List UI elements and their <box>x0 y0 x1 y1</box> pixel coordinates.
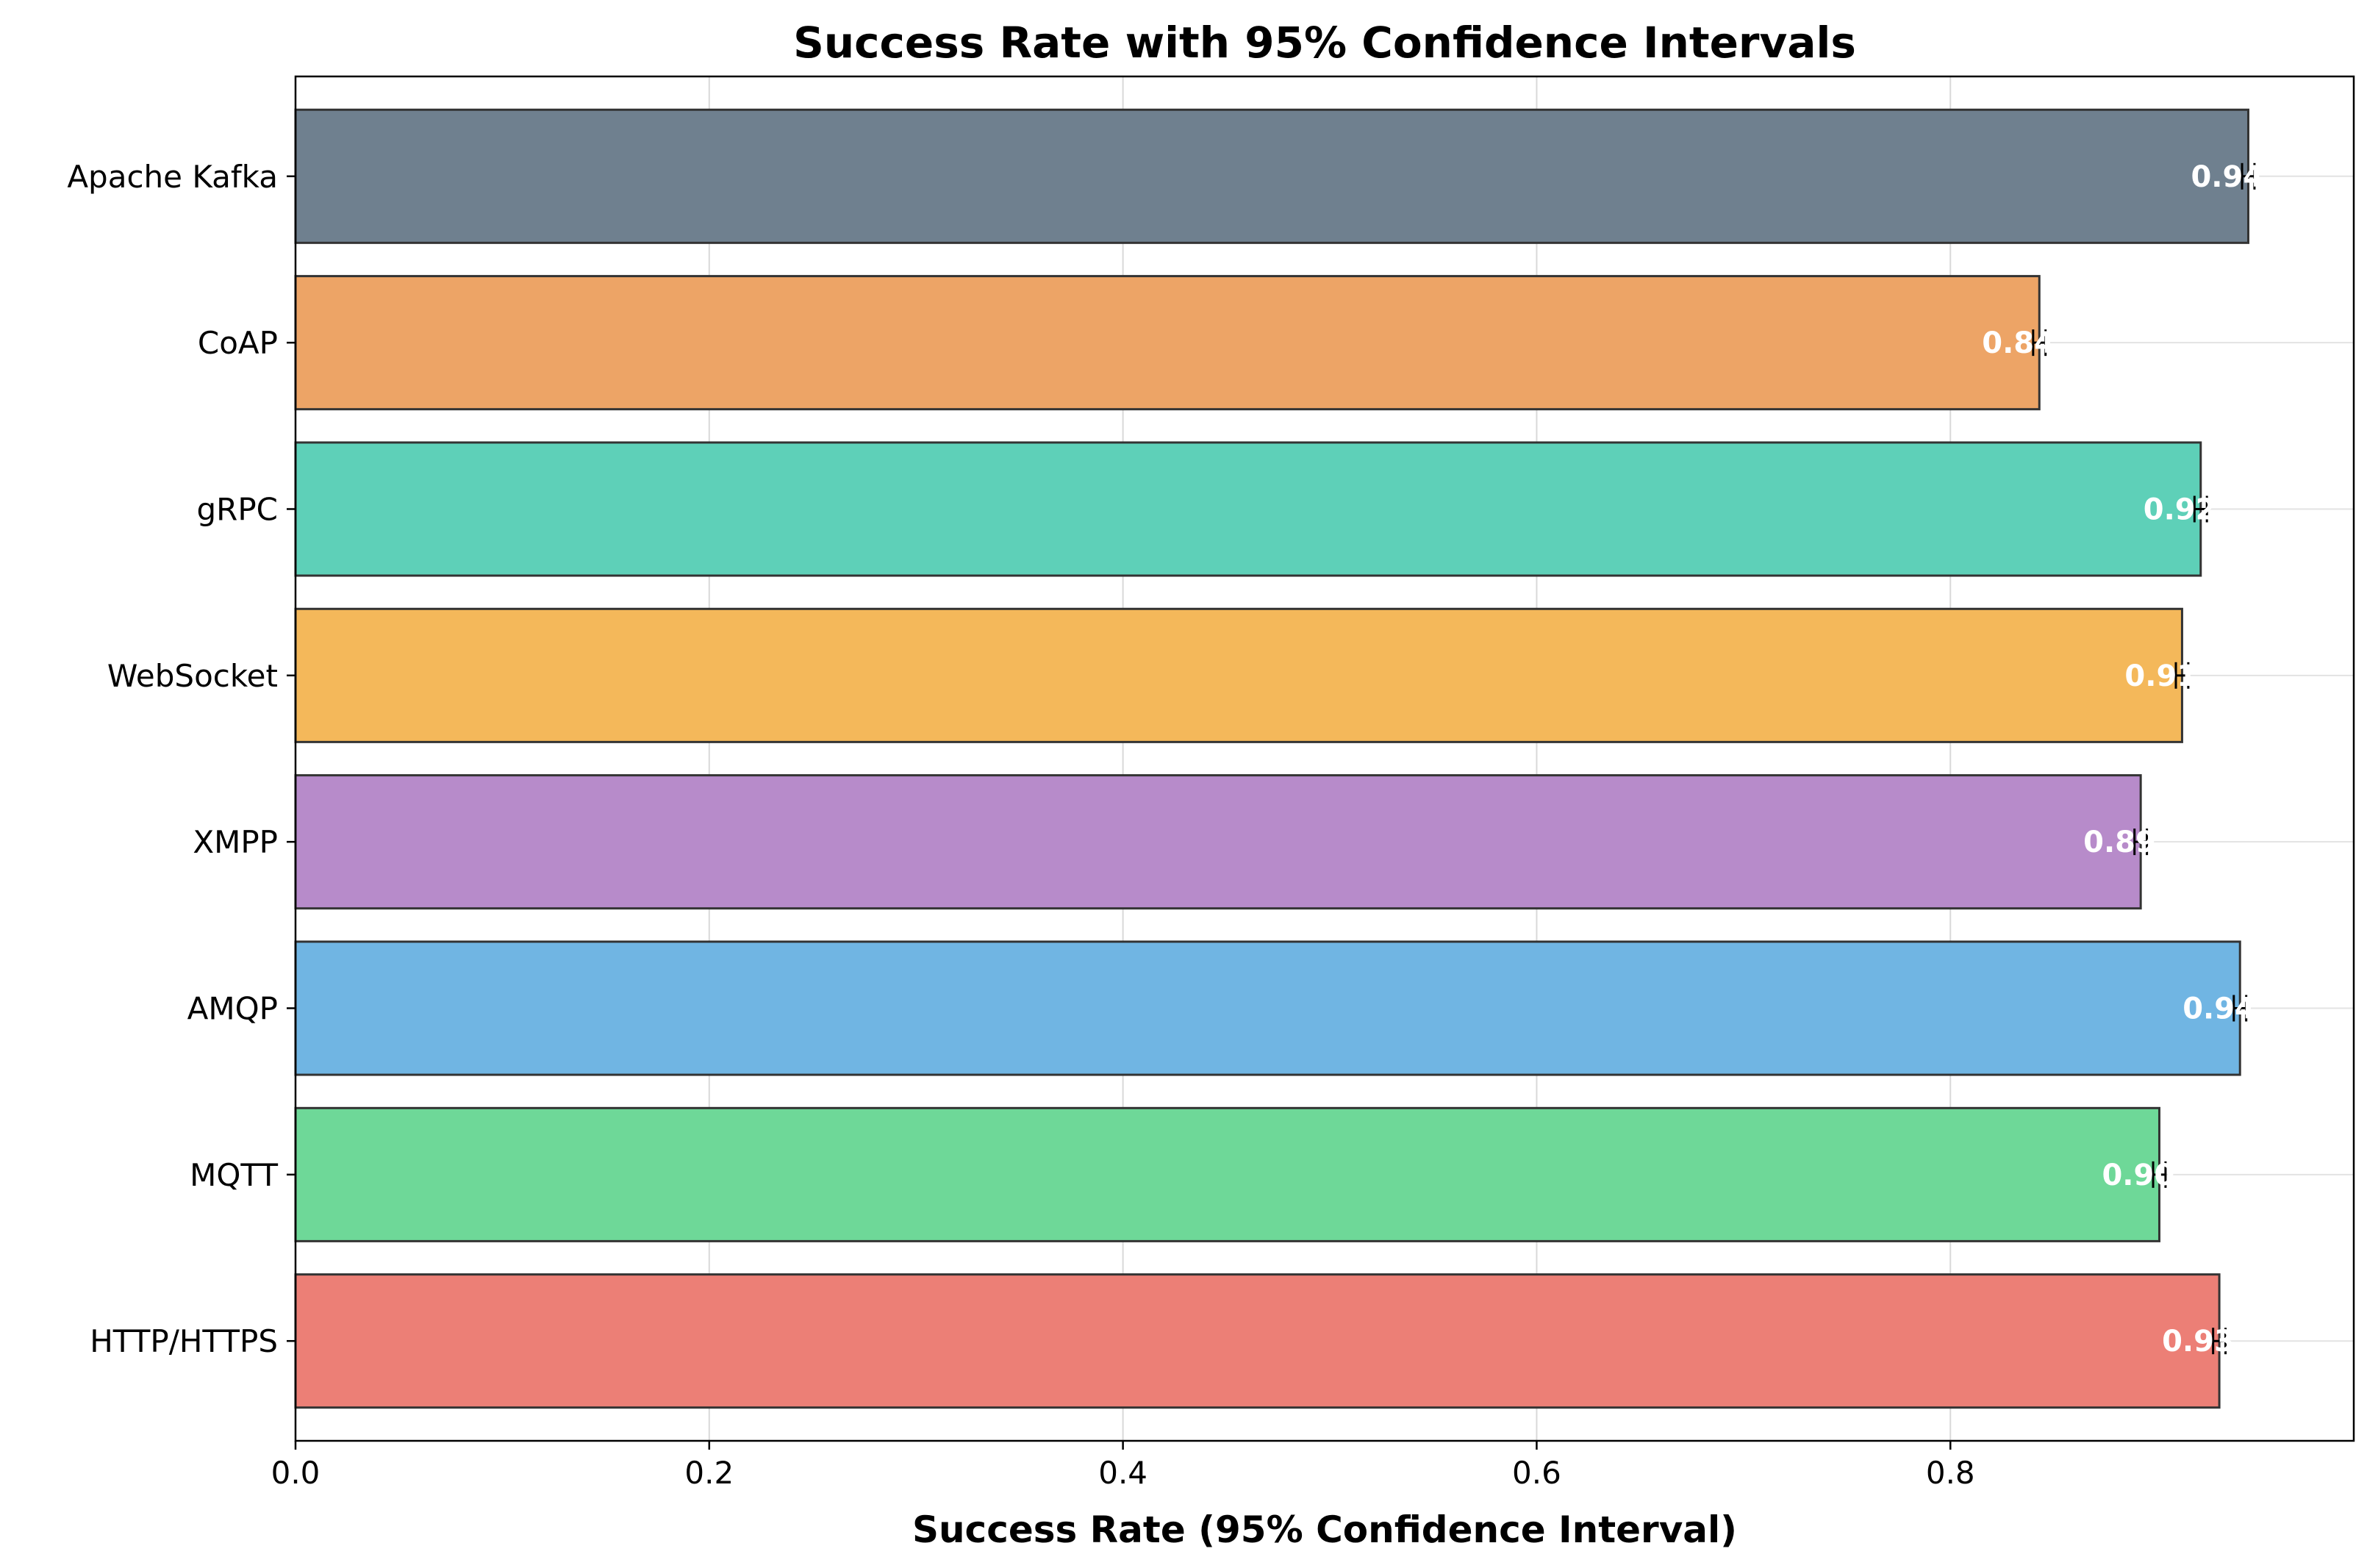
x-tick-label-3: 0.6 <box>1512 1455 1561 1491</box>
data-label-7: 0.94 <box>2191 160 2263 194</box>
x-axis-label: Success Rate (95% Confidence Interval) <box>912 1508 1737 1551</box>
y-tick-label-7: Apache Kafka <box>67 159 278 195</box>
bar-6 <box>294 275 2041 411</box>
x-tick-label-1: 0.2 <box>684 1455 734 1491</box>
bar-4 <box>294 607 2183 743</box>
bar-0 <box>294 1273 2221 1409</box>
x-tick-label-4: 0.8 <box>1926 1455 1975 1491</box>
data-label-1: 0.90 <box>2102 1159 2174 1192</box>
y-tick-label-4: WebSocket <box>107 658 278 694</box>
x-tick-label-0: 0.0 <box>271 1455 321 1491</box>
data-labels: 0.93 0.90 0.94 0.89 0.91 0.92 0.84 0.94 <box>1982 160 2263 1358</box>
x-tick-label-2: 0.4 <box>1098 1455 1147 1491</box>
data-label-2: 0.94 <box>2182 992 2255 1026</box>
bar-7 <box>294 108 2249 244</box>
chart-title: Success Rate with 95% Confidence Interva… <box>793 18 1856 68</box>
y-tick-label-6: CoAP <box>198 325 278 361</box>
error-bars <box>2032 162 2256 1355</box>
y-tick-label-0: HTTP/HTTPS <box>90 1323 278 1359</box>
y-tick-label-1: MQTT <box>190 1157 278 1193</box>
bars <box>294 108 2249 1409</box>
error-bar-5 <box>2193 495 2208 523</box>
error-bar-6 <box>2032 329 2047 357</box>
data-label-3: 0.89 <box>2083 826 2156 859</box>
bar-2 <box>294 940 2241 1076</box>
y-axis-ticks: HTTP/HTTPS MQTT AMQP XMPP WebSocket gRPC CoAP A… <box>67 159 296 1359</box>
error-bar-4 <box>2174 662 2190 689</box>
data-label-4: 0.91 <box>2124 659 2197 693</box>
bar-3 <box>294 774 2142 910</box>
bar-1 <box>294 1106 2160 1242</box>
y-tick-label-5: gRPC <box>197 491 279 527</box>
error-bar-7 <box>2241 162 2256 190</box>
y-tick-label-2: AMQP <box>187 991 278 1027</box>
data-label-0: 0.93 <box>2162 1325 2235 1358</box>
error-bar-2 <box>2232 995 2248 1022</box>
y-tick-label-3: XMPP <box>193 824 278 860</box>
x-axis-ticks: 0.0 0.2 0.4 0.6 0.8 <box>271 1441 1975 1491</box>
error-bar-1 <box>2152 1161 2167 1188</box>
data-label-6: 0.84 <box>1982 326 2055 360</box>
data-label-5: 0.92 <box>2144 493 2216 526</box>
plot-frame <box>294 75 2355 1442</box>
bar-5 <box>294 441 2202 577</box>
error-bar-3 <box>2133 828 2149 856</box>
error-bar-0 <box>2212 1328 2227 1355</box>
